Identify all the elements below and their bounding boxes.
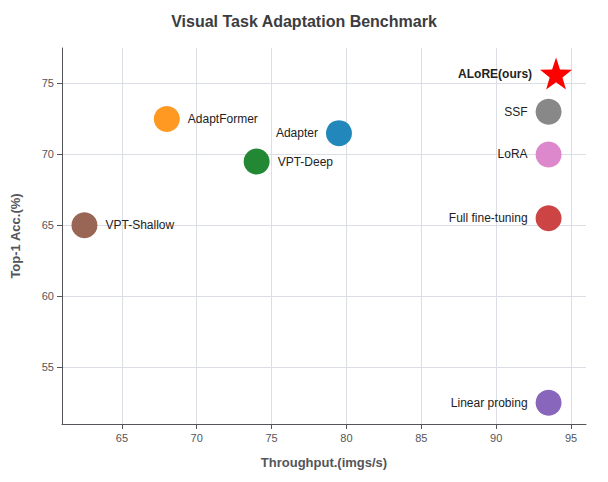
svg-text:AdaptFormer: AdaptFormer: [188, 112, 258, 126]
svg-text:VPT-Deep: VPT-Deep: [278, 155, 334, 169]
svg-text:80: 80: [340, 432, 352, 444]
svg-text:95: 95: [565, 432, 577, 444]
svg-text:85: 85: [415, 432, 427, 444]
svg-text:SSF: SSF: [504, 105, 527, 119]
svg-text:90: 90: [490, 432, 502, 444]
svg-text:VPT-Shallow: VPT-Shallow: [105, 218, 174, 232]
svg-text:70: 70: [191, 432, 203, 444]
svg-text:75: 75: [265, 432, 277, 444]
svg-text:LoRA: LoRA: [498, 147, 528, 161]
svg-text:ALoRE(ours): ALoRE(ours): [458, 67, 532, 81]
svg-text:75: 75: [42, 77, 54, 89]
svg-text:60: 60: [42, 290, 54, 302]
svg-text:Visual Task Adaptation Benchma: Visual Task Adaptation Benchmark: [171, 13, 437, 30]
svg-text:Top-1 Acc.(%): Top-1 Acc.(%): [8, 193, 23, 278]
svg-text:65: 65: [42, 219, 54, 231]
svg-text:65: 65: [116, 432, 128, 444]
svg-text:Full fine-tuning: Full fine-tuning: [449, 211, 528, 225]
svg-text:Linear probing: Linear probing: [451, 396, 528, 410]
svg-text:55: 55: [42, 361, 54, 373]
svg-text:Adapter: Adapter: [276, 126, 318, 140]
svg-text:Throughput.(imgs/s): Throughput.(imgs/s): [261, 455, 387, 470]
svg-text:70: 70: [42, 148, 54, 160]
